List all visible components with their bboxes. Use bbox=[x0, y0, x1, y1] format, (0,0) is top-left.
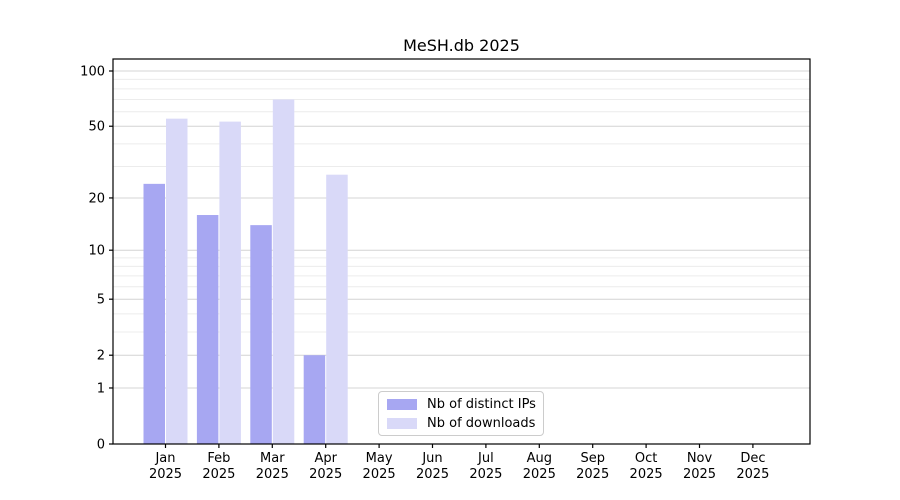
x-tick-label-jun: Jun 2025 bbox=[416, 451, 449, 482]
x-tick-label-jul: Jul 2025 bbox=[469, 451, 502, 482]
chart-title: MeSH.db 2025 bbox=[403, 36, 520, 55]
y-tick-label-10: 10 bbox=[88, 244, 105, 259]
legend-swatch-downloads bbox=[387, 417, 417, 429]
x-tick-label-may: May 2025 bbox=[363, 451, 396, 482]
x-tick-label-aug: Aug 2025 bbox=[523, 451, 556, 482]
y-tick-label-5: 5 bbox=[97, 293, 105, 308]
legend-item-distinct-ips: Nb of distinct IPs bbox=[387, 396, 536, 412]
x-tick-label-apr: Apr 2025 bbox=[309, 451, 342, 482]
bar-distinct-ips-mar bbox=[250, 225, 272, 444]
y-tick-label-2: 2 bbox=[97, 349, 105, 364]
y-tick-label-0: 0 bbox=[97, 438, 105, 453]
y-tick-label-100: 100 bbox=[80, 65, 105, 80]
bar-downloads-mar bbox=[272, 99, 295, 444]
x-tick-label-dec: Dec 2025 bbox=[736, 451, 769, 482]
bar-downloads-jan bbox=[166, 118, 188, 444]
plot-frame bbox=[112, 58, 811, 445]
legend: Nb of distinct IPs Nb of downloads bbox=[378, 391, 544, 436]
legend-label-downloads: Nb of downloads bbox=[427, 415, 536, 431]
bar-downloads-feb bbox=[219, 121, 241, 444]
bar-distinct-ips-apr bbox=[303, 355, 326, 444]
legend-swatch-distinct-ips bbox=[387, 398, 417, 410]
x-tick-label-mar: Mar 2025 bbox=[256, 451, 289, 482]
bar-downloads-apr bbox=[326, 174, 348, 444]
x-tick-label-jan: Jan 2025 bbox=[149, 451, 182, 482]
x-tick-label-feb: Feb 2025 bbox=[202, 451, 235, 482]
y-tick-label-1: 1 bbox=[97, 381, 105, 396]
y-tick-label-20: 20 bbox=[88, 191, 105, 206]
bar-distinct-ips-feb bbox=[196, 215, 219, 444]
x-tick-label-oct: Oct 2025 bbox=[630, 451, 663, 482]
x-tick-label-nov: Nov 2025 bbox=[683, 451, 716, 482]
x-tick-label-sep: Sep 2025 bbox=[576, 451, 609, 482]
legend-label-distinct-ips: Nb of distinct IPs bbox=[427, 396, 536, 412]
legend-item-downloads: Nb of downloads bbox=[387, 416, 535, 431]
y-tick-label-50: 50 bbox=[88, 120, 105, 135]
bar-distinct-ips-jan bbox=[143, 183, 165, 444]
